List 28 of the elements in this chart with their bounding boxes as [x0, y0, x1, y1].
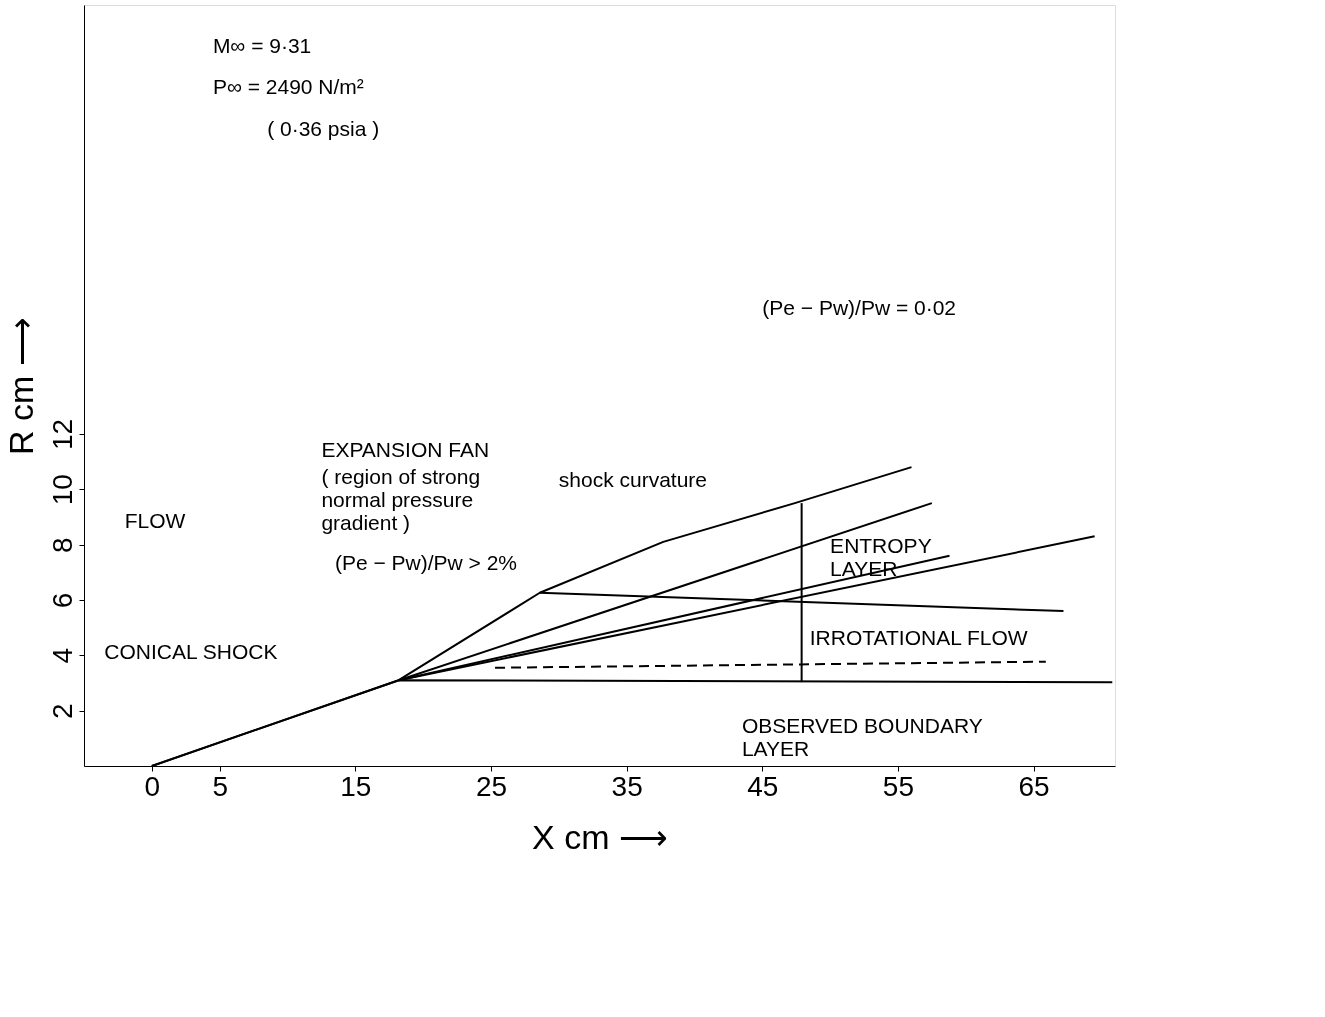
y-tick-label: 4	[46, 648, 78, 664]
annotation: M∞ = 9·31	[212, 33, 312, 57]
y-tick-label: 10	[46, 474, 78, 506]
x-tick-label: 5	[212, 770, 228, 802]
x-tick-label: 55	[882, 770, 915, 802]
x-axis-title: X cm ⟶	[532, 817, 668, 856]
y-tick-label: 6	[46, 592, 78, 609]
annotation: ( 0·36 psia )	[267, 116, 380, 140]
annotation: FLOW	[124, 509, 186, 533]
annotation: CONICAL SHOCK	[104, 639, 278, 663]
annotation: (Pe − Pw)/Pw > 2%	[334, 550, 518, 574]
annotation: OBSERVED BOUNDARY LAYER	[741, 714, 983, 761]
annotation: (Pe − Pw)/Pw = 0·02	[762, 296, 957, 320]
x-tick-label: 45	[747, 770, 779, 802]
x-tick-label: 25	[475, 770, 508, 802]
annotation: P∞ = 2490 N/m²	[212, 75, 364, 99]
x-tick-label: 35	[611, 770, 643, 802]
x-tick-label: 65	[1018, 770, 1050, 802]
y-tick-label: 12	[46, 418, 78, 451]
y-tick-label: 8	[46, 537, 78, 553]
annotation: IRROTATIONAL FLOW	[809, 625, 1028, 649]
x-tick-label: 15	[340, 770, 372, 802]
y-tick-label: 2	[46, 703, 78, 719]
y-axis-title: R cm ⟶	[1, 317, 40, 455]
x-tick-label: 0	[144, 770, 161, 802]
annotation: ( region of strong normal pressure gradient )	[321, 465, 481, 535]
annotation: shock curvature	[558, 467, 708, 491]
annotation: EXPANSION FAN	[321, 437, 490, 461]
